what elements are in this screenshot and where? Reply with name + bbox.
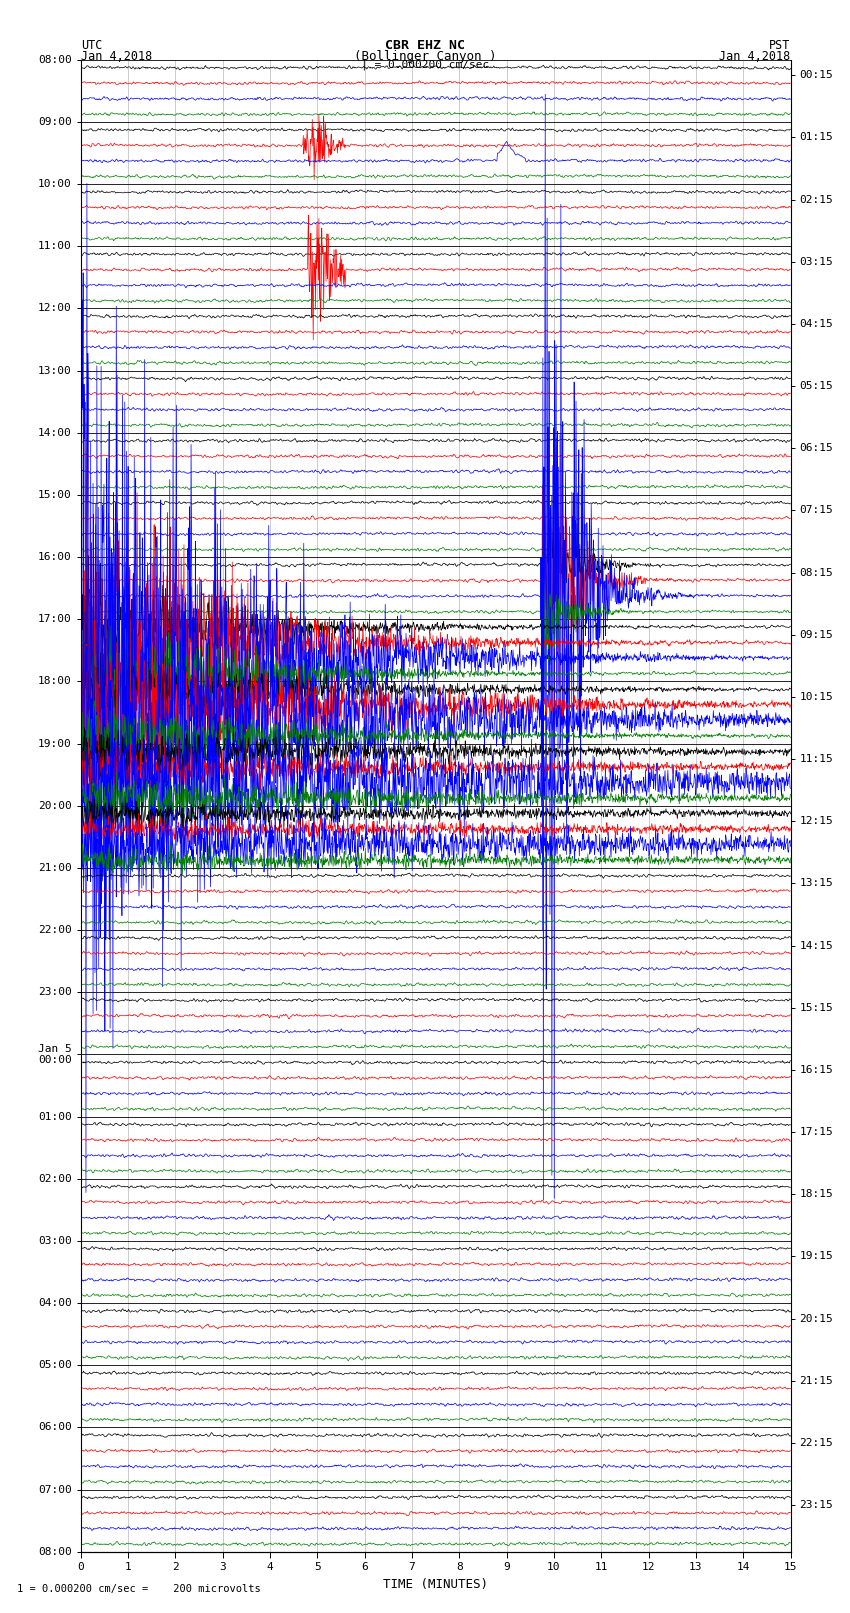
Text: 1 = 0.000200 cm/sec =    200 microvolts: 1 = 0.000200 cm/sec = 200 microvolts (17, 1584, 261, 1594)
Text: Jan 4,2018: Jan 4,2018 (719, 50, 791, 63)
Text: (Bollinger Canyon ): (Bollinger Canyon ) (354, 50, 496, 63)
Text: | = 0.000200 cm/sec: | = 0.000200 cm/sec (361, 60, 489, 71)
Text: UTC: UTC (81, 39, 102, 52)
X-axis label: TIME (MINUTES): TIME (MINUTES) (383, 1578, 488, 1590)
Text: Jan 4,2018: Jan 4,2018 (81, 50, 152, 63)
Text: PST: PST (769, 39, 790, 52)
Text: CBR EHZ NC: CBR EHZ NC (385, 39, 465, 52)
